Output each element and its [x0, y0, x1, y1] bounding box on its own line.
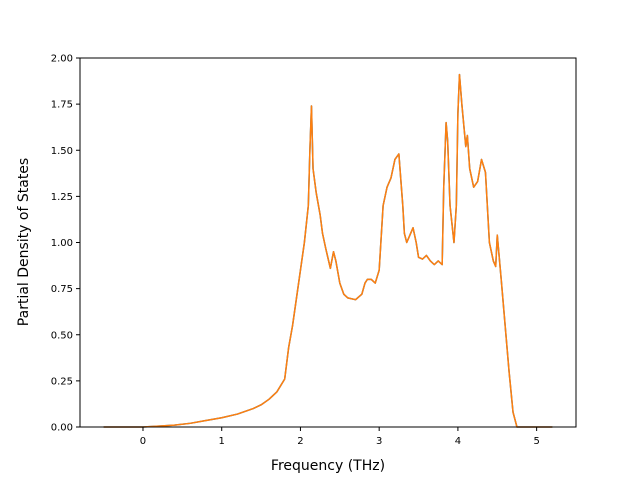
y-tick-label: 0.50 — [51, 330, 73, 341]
y-tick-label: 1.25 — [51, 192, 73, 203]
x-tick-label: 0 — [140, 436, 146, 447]
y-tick-label: 0.75 — [51, 284, 73, 295]
x-axis-label: Frequency (THz) — [271, 458, 385, 474]
y-axis-ticks: 0.00 0.25 0.50 0.75 1.00 1.25 1.50 1.75 2.00 — [51, 54, 80, 434]
series-line-2 — [103, 73, 553, 428]
x-tick-label: 2 — [297, 436, 303, 447]
y-axis-label: Partial Density of States — [16, 158, 32, 326]
y-tick-label: 1.75 — [51, 100, 73, 111]
y-tick-label: 1.00 — [51, 238, 73, 249]
series-layer — [103, 73, 553, 428]
plot-frame — [79, 57, 577, 428]
x-tick-label: 5 — [533, 436, 539, 447]
x-axis-ticks: 0 1 2 3 4 5 — [140, 427, 540, 447]
x-tick-label: 3 — [376, 436, 382, 447]
series-line-1 — [103, 73, 553, 428]
y-tick-label: 0.00 — [51, 423, 73, 434]
x-tick-label: 1 — [219, 436, 225, 447]
y-tick-label: 2.00 — [51, 54, 73, 65]
y-tick-label: 0.25 — [51, 376, 73, 387]
x-tick-label: 4 — [455, 436, 461, 447]
y-tick-label: 1.50 — [51, 146, 73, 157]
